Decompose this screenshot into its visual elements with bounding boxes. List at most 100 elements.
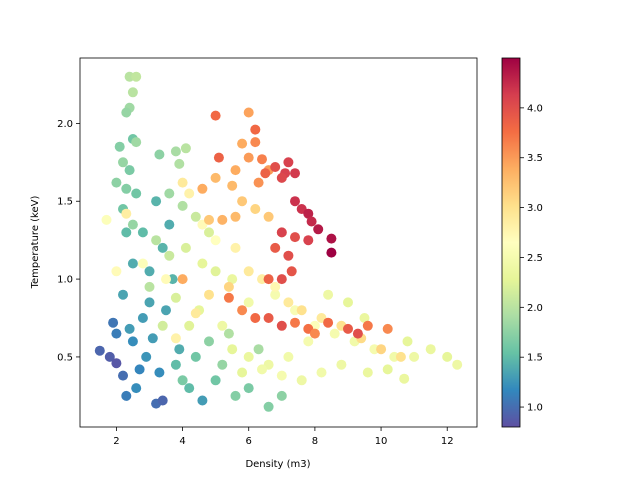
- data-point: [382, 364, 393, 375]
- data-point: [177, 274, 188, 285]
- data-point: [204, 227, 214, 238]
- data-point: [161, 305, 171, 316]
- data-point: [362, 367, 373, 378]
- data-point: [190, 308, 201, 319]
- data-point: [237, 196, 248, 207]
- data-point: [131, 188, 142, 199]
- data-point: [329, 328, 340, 339]
- data-point: [223, 292, 234, 303]
- data-point: [157, 395, 168, 406]
- data-point: [114, 141, 125, 152]
- data-point: [276, 370, 287, 381]
- data-point: [177, 375, 188, 386]
- data-point: [227, 344, 238, 355]
- y-tick-label: 2.0: [57, 119, 73, 130]
- data-point: [164, 250, 175, 261]
- plot-frame: [79, 57, 478, 428]
- data-point: [154, 149, 165, 160]
- data-point: [118, 157, 128, 168]
- data-point: [177, 200, 188, 211]
- data-point: [121, 183, 132, 194]
- x-axis-label: Density (m3): [245, 459, 310, 470]
- data-point: [197, 395, 208, 406]
- data-point: [316, 367, 327, 378]
- data-point: [197, 183, 208, 194]
- data-point: [290, 317, 300, 328]
- data-point: [177, 177, 188, 188]
- data-point: [303, 235, 314, 246]
- data-point: [250, 204, 261, 214]
- data-point: [362, 320, 373, 331]
- data-point: [425, 344, 436, 355]
- data-point: [250, 313, 261, 323]
- data-point: [121, 107, 132, 118]
- data-point: [157, 242, 168, 253]
- data-point: [170, 292, 181, 303]
- data-point: [217, 320, 228, 331]
- data-point: [276, 320, 287, 331]
- data-point: [137, 227, 148, 238]
- data-point: [376, 344, 387, 355]
- data-point: [111, 358, 122, 369]
- data-point: [243, 383, 254, 394]
- x-tick-label: 6: [246, 436, 252, 447]
- data-point: [170, 333, 181, 344]
- data-point: [204, 289, 214, 300]
- data-point: [180, 242, 191, 253]
- data-point: [137, 313, 148, 323]
- data-point: [111, 177, 122, 188]
- data-point: [296, 375, 307, 386]
- data-point: [243, 152, 254, 163]
- data-point: [190, 211, 201, 222]
- data-point: [296, 305, 307, 316]
- data-point: [306, 216, 317, 227]
- data-point: [359, 313, 370, 323]
- data-point: [243, 297, 254, 308]
- data-point: [290, 168, 300, 179]
- data-point: [237, 138, 248, 149]
- data-point: [217, 214, 228, 225]
- data-point: [276, 274, 287, 285]
- data-point: [452, 359, 463, 370]
- data-point: [127, 87, 138, 98]
- x-tick-label: 8: [312, 436, 318, 447]
- data-point: [382, 323, 393, 334]
- data-point: [210, 375, 221, 386]
- data-point: [223, 281, 234, 292]
- data-point: [276, 390, 287, 401]
- data-point: [260, 168, 271, 179]
- data-point: [161, 274, 171, 285]
- colorbar-tick-label: 2.0: [527, 303, 543, 314]
- data-point: [127, 258, 138, 269]
- data-point: [283, 157, 294, 168]
- data-point: [230, 211, 241, 222]
- data-point: [184, 320, 195, 331]
- data-point: [204, 214, 214, 225]
- data-point: [227, 274, 238, 285]
- data-point: [237, 305, 248, 316]
- data-point: [210, 172, 221, 183]
- x-tick-label: 10: [375, 436, 388, 447]
- data-point: [270, 289, 281, 300]
- data-point: [118, 289, 128, 300]
- data-point: [121, 390, 132, 401]
- colorbar: [501, 57, 521, 428]
- data-point: [313, 224, 324, 235]
- data-point: [134, 364, 145, 375]
- y-tick-label: 1.5: [57, 197, 73, 208]
- data-point: [184, 188, 195, 199]
- data-point: [290, 196, 300, 207]
- data-point: [184, 383, 195, 394]
- data-point: [243, 266, 254, 277]
- data-point: [121, 227, 132, 238]
- data-point: [399, 373, 410, 384]
- data-point: [180, 143, 191, 154]
- data-point: [276, 227, 287, 238]
- data-point: [131, 137, 142, 148]
- data-point: [151, 235, 162, 246]
- data-point: [174, 344, 185, 355]
- data-point: [257, 154, 267, 165]
- data-point: [253, 344, 264, 355]
- data-point: [108, 317, 119, 328]
